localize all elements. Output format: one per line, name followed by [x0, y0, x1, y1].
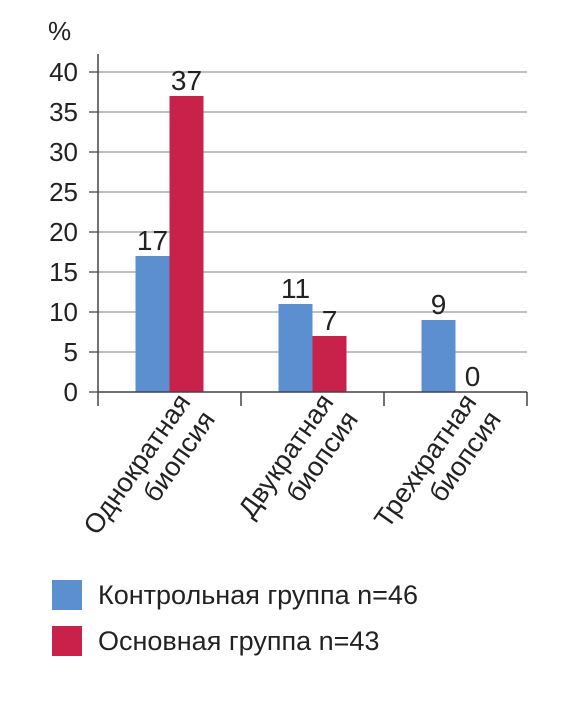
bars [135, 96, 456, 392]
bar [312, 336, 347, 392]
legend-item-main: Основная группа n=43 [52, 618, 418, 664]
bar [421, 320, 456, 392]
y-axis-ticks: 0 5 10 15 20 25 30 35 40 [49, 57, 98, 407]
data-label: 37 [171, 65, 202, 96]
bar [135, 256, 170, 392]
bar-chart: % 0 5 10 15 20 25 30 35 40 17 11 9 37 7 0 Однократная… [48, 16, 528, 557]
unit-label: % [48, 16, 71, 46]
legend-label-main: Основная группа n=43 [98, 625, 380, 656]
bar [278, 304, 313, 392]
data-label: 17 [137, 225, 168, 256]
y-tick-label: 15 [49, 257, 78, 287]
y-tick-label: 35 [49, 97, 78, 127]
category-label: Двукратнаябиопсия [232, 388, 364, 540]
data-labels: 17 11 9 37 7 0 [137, 65, 480, 392]
legend-item-control: Контрольная группа n=46 [52, 572, 418, 618]
data-label: 9 [431, 289, 447, 320]
y-tick-label: 10 [49, 297, 78, 327]
y-tick-label: 30 [49, 137, 78, 167]
y-tick-label: 40 [49, 57, 78, 87]
data-label: 7 [322, 305, 338, 336]
bar [169, 96, 204, 392]
category-label: Однократнаябиопсия [78, 388, 221, 557]
data-label: 11 [281, 273, 310, 304]
y-tick-label: 5 [64, 337, 78, 367]
legend-swatch-control [52, 580, 82, 610]
category-labels: Однократнаябиопсия Двукратнаябиопсия Трехк… [78, 388, 507, 557]
legend: Контрольная группа n=46 Основная группа … [52, 572, 418, 664]
data-label: 0 [465, 361, 481, 392]
category-label: Трехкратнаябиопсия [368, 388, 507, 550]
x-axis [97, 54, 528, 406]
y-tick-label: 25 [49, 177, 78, 207]
y-tick-label: 0 [64, 377, 78, 407]
y-tick-label: 20 [49, 217, 78, 247]
legend-swatch-main [52, 626, 82, 656]
legend-label-control: Контрольная группа n=46 [98, 579, 418, 610]
